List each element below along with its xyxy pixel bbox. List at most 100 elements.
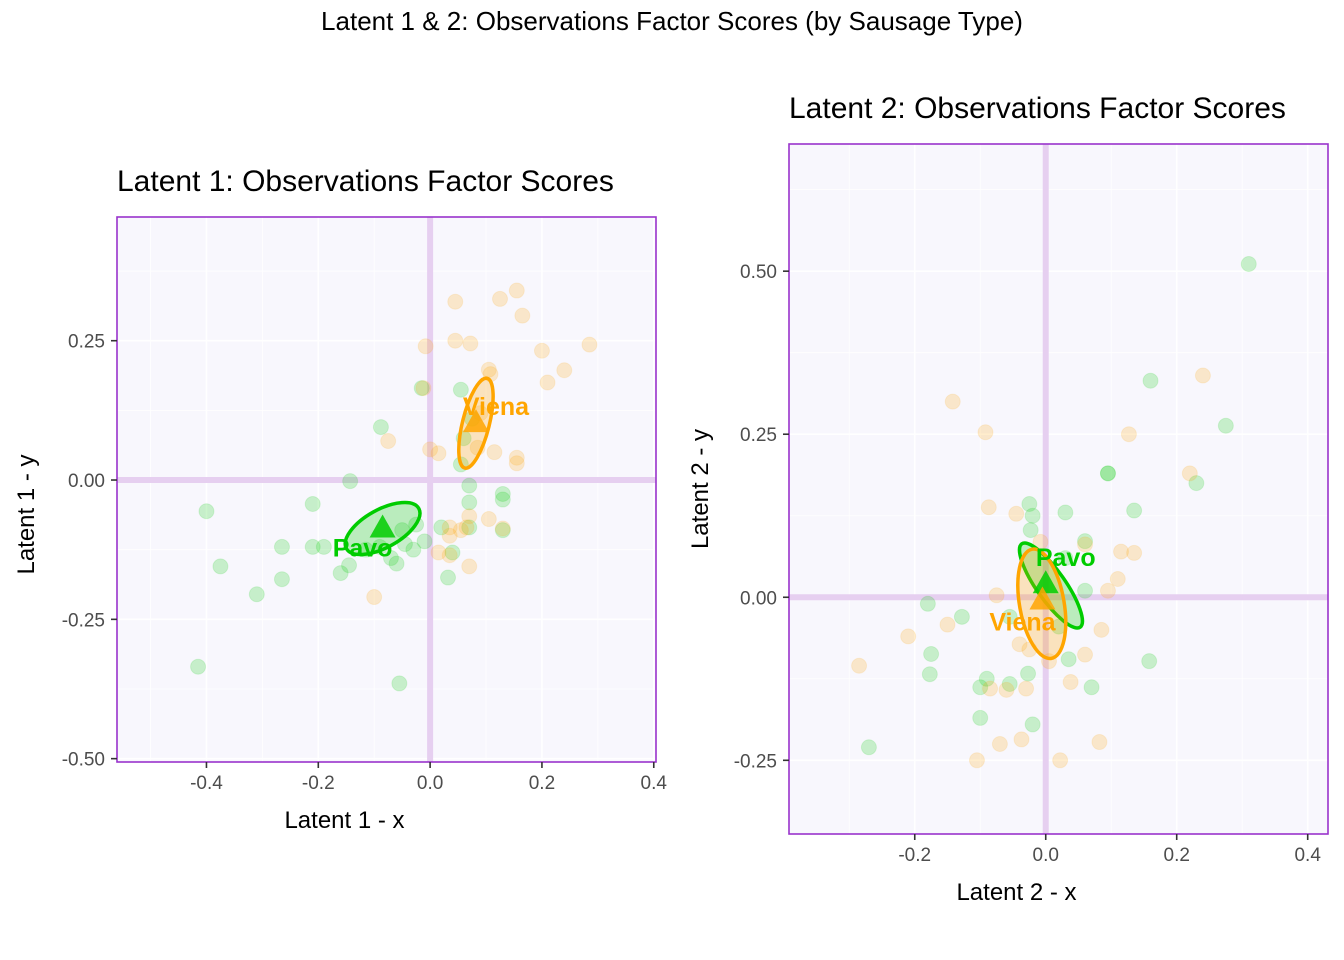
data-point-pavo	[1240, 256, 1257, 272]
data-point-pavo	[440, 569, 457, 586]
data-point-pavo	[372, 419, 389, 436]
data-point-pavo	[1126, 502, 1143, 519]
data-point-pavo	[1021, 496, 1038, 512]
y-axis-title: Latent 1 - y	[13, 454, 40, 574]
x-tick-label: 0.0	[1033, 845, 1059, 866]
data-point-viena	[980, 499, 997, 516]
data-point-viena	[939, 616, 956, 633]
data-point-pavo	[1057, 504, 1074, 521]
data-point-pavo	[198, 503, 215, 520]
x-tick-label: 0.2	[529, 773, 555, 794]
group-mean-marker-pavo	[369, 514, 396, 538]
data-point-pavo	[1077, 582, 1094, 599]
plot-background	[789, 144, 1328, 834]
x-tick-label: -0.2	[898, 845, 931, 866]
series-pavo-points	[860, 256, 1257, 756]
data-point-viena	[461, 558, 478, 575]
data-point-pavo	[315, 538, 332, 555]
plot-background	[117, 217, 656, 762]
y-tick-label: 0.25	[740, 425, 777, 446]
data-point-viena	[581, 336, 598, 353]
group-label-pavo: Pavo	[333, 535, 393, 563]
data-point-pavo	[1024, 507, 1041, 524]
data-point-pavo	[273, 571, 290, 588]
data-point-pavo	[248, 586, 265, 603]
data-point-viena	[1099, 582, 1116, 599]
data-point-viena	[430, 544, 447, 561]
data-point-pavo	[1057, 550, 1074, 567]
data-point-pavo	[304, 495, 321, 512]
panel-border	[788, 143, 1329, 835]
data-point-viena	[430, 445, 447, 462]
x-tick-label: 0.4	[1294, 845, 1321, 866]
data-point-viena	[447, 332, 464, 349]
panel-1-title: Latent 1: Observations Factor Scores	[117, 165, 614, 198]
data-point-pavo	[1083, 679, 1100, 696]
data-point-viena	[415, 380, 432, 397]
panel-1: Pavo Viena -0.4 -0.2 0.0 0.2 0.4 -0.50 -0.25 0.00…	[13, 216, 668, 834]
data-point-viena	[1113, 543, 1130, 560]
data-point-viena	[508, 282, 525, 299]
data-point-pavo	[388, 555, 405, 572]
data-point-pavo	[342, 473, 359, 490]
group-label-pavo: Pavo	[1036, 544, 1096, 572]
data-point-viena	[1091, 734, 1108, 751]
data-point-viena	[1181, 465, 1198, 482]
data-point-pavo	[461, 477, 478, 494]
grid-lines	[117, 217, 656, 762]
data-point-pavo	[273, 538, 290, 555]
series-viena-points	[366, 282, 598, 606]
data-point-viena	[1093, 621, 1110, 638]
x-tick-label: -0.4	[190, 773, 223, 794]
data-point-pavo	[1099, 465, 1116, 482]
x-tick-label: 0.4	[641, 773, 668, 794]
data-point-pavo	[1217, 417, 1234, 434]
data-point-pavo	[494, 491, 511, 508]
data-point-viena	[422, 441, 439, 458]
data-point-pavo	[1001, 608, 1018, 625]
data-point-viena	[494, 520, 511, 537]
y-tick-label: -0.25	[734, 751, 777, 772]
data-point-pavo	[494, 522, 511, 539]
x-tick-label: -0.2	[302, 773, 335, 794]
data-point-viena	[441, 527, 458, 544]
data-point-viena	[944, 393, 961, 410]
data-point-pavo	[1022, 522, 1039, 539]
data-point-pavo	[405, 541, 422, 558]
group-mean-marker-pavo	[1032, 570, 1059, 594]
data-point-viena	[998, 681, 1015, 698]
data-point-viena	[514, 307, 531, 324]
data-point-pavo	[919, 595, 936, 612]
panel-2: Pavo Viena -0.2 0.0 0.2 0.4 -0.25 0.00 0.25 0.50 L…	[687, 143, 1329, 906]
data-point-viena	[1120, 426, 1137, 443]
data-point-pavo	[1141, 653, 1158, 670]
data-point-viena	[441, 519, 458, 536]
data-point-viena	[508, 449, 525, 466]
data-point-pavo	[972, 679, 989, 696]
data-point-pavo	[860, 739, 877, 756]
group-label-viena: Viena	[989, 609, 1056, 637]
data-point-viena	[851, 657, 868, 674]
data-point-viena	[480, 511, 497, 528]
data-point-pavo	[382, 550, 399, 567]
data-point-pavo	[1060, 651, 1077, 668]
data-point-viena	[1052, 752, 1069, 769]
data-point-viena	[977, 424, 994, 441]
data-point-viena	[1011, 636, 1028, 653]
data-point-pavo	[1188, 475, 1205, 492]
data-point-viena	[441, 547, 458, 564]
data-point-viena	[1013, 731, 1030, 748]
data-point-pavo	[461, 494, 478, 511]
data-point-viena	[452, 522, 469, 539]
data-point-viena	[533, 342, 550, 359]
data-point-pavo	[1077, 533, 1094, 550]
y-axis-title: Latent 2 - y	[687, 429, 714, 549]
data-point-pavo	[212, 558, 229, 575]
x-axis-title: Latent 2 - x	[956, 879, 1076, 906]
data-point-viena	[968, 752, 985, 769]
data-point-viena	[380, 433, 397, 450]
y-tick-label: 0.00	[68, 471, 105, 492]
data-point-pavo	[461, 519, 478, 536]
data-point-viena	[458, 519, 475, 536]
